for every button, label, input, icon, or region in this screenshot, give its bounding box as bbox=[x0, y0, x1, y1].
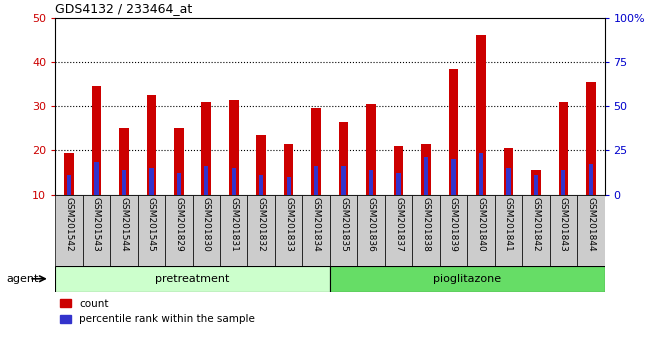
FancyBboxPatch shape bbox=[412, 195, 439, 266]
Text: GSM201829: GSM201829 bbox=[174, 197, 183, 252]
Bar bbox=[229, 99, 239, 195]
FancyBboxPatch shape bbox=[192, 195, 220, 266]
FancyBboxPatch shape bbox=[330, 195, 358, 266]
Legend: count, percentile rank within the sample: count, percentile rank within the sample bbox=[60, 299, 255, 324]
Bar bbox=[174, 128, 184, 195]
Text: GSM201833: GSM201833 bbox=[284, 197, 293, 252]
FancyBboxPatch shape bbox=[439, 195, 467, 266]
Bar bbox=[231, 168, 236, 195]
Bar bbox=[586, 82, 595, 195]
Bar bbox=[561, 170, 566, 195]
Text: GSM201842: GSM201842 bbox=[531, 197, 540, 251]
FancyBboxPatch shape bbox=[385, 195, 412, 266]
Text: GSM201837: GSM201837 bbox=[394, 197, 403, 252]
FancyBboxPatch shape bbox=[248, 195, 275, 266]
Bar bbox=[451, 159, 456, 195]
FancyBboxPatch shape bbox=[358, 195, 385, 266]
Text: GSM201830: GSM201830 bbox=[202, 197, 211, 252]
Bar bbox=[448, 69, 458, 195]
Bar bbox=[150, 168, 153, 195]
Bar bbox=[146, 95, 156, 195]
Bar bbox=[311, 108, 321, 195]
Bar bbox=[92, 86, 101, 195]
Bar bbox=[421, 144, 431, 195]
Bar bbox=[424, 157, 428, 195]
Bar bbox=[531, 170, 541, 195]
Text: GSM201543: GSM201543 bbox=[92, 197, 101, 252]
Text: GSM201544: GSM201544 bbox=[120, 197, 129, 251]
Bar bbox=[339, 122, 348, 195]
Text: pretreatment: pretreatment bbox=[155, 274, 229, 284]
Text: GSM201840: GSM201840 bbox=[476, 197, 486, 252]
Text: pioglitazone: pioglitazone bbox=[433, 274, 501, 284]
FancyBboxPatch shape bbox=[165, 195, 192, 266]
FancyBboxPatch shape bbox=[138, 195, 165, 266]
Bar bbox=[589, 164, 593, 195]
FancyBboxPatch shape bbox=[55, 195, 83, 266]
Bar bbox=[94, 161, 99, 195]
Text: GSM201838: GSM201838 bbox=[421, 197, 430, 252]
FancyBboxPatch shape bbox=[522, 195, 550, 266]
Bar bbox=[394, 146, 404, 195]
FancyBboxPatch shape bbox=[302, 195, 330, 266]
FancyBboxPatch shape bbox=[467, 195, 495, 266]
Bar bbox=[314, 166, 318, 195]
Bar bbox=[341, 166, 346, 195]
Bar bbox=[369, 170, 373, 195]
Bar bbox=[287, 177, 291, 195]
Text: GSM201545: GSM201545 bbox=[147, 197, 156, 252]
Bar bbox=[259, 175, 263, 195]
Text: GSM201844: GSM201844 bbox=[586, 197, 595, 251]
Bar bbox=[202, 102, 211, 195]
FancyBboxPatch shape bbox=[275, 195, 302, 266]
Bar bbox=[67, 175, 71, 195]
Text: GSM201843: GSM201843 bbox=[559, 197, 568, 252]
Bar bbox=[504, 148, 514, 195]
Bar bbox=[119, 128, 129, 195]
Bar bbox=[55, 266, 330, 292]
Text: GSM201832: GSM201832 bbox=[257, 197, 266, 252]
Text: GSM201834: GSM201834 bbox=[311, 197, 320, 252]
Bar bbox=[284, 144, 294, 195]
Bar bbox=[366, 104, 376, 195]
FancyBboxPatch shape bbox=[83, 195, 110, 266]
Bar bbox=[122, 170, 126, 195]
Bar bbox=[64, 153, 74, 195]
Text: GSM201831: GSM201831 bbox=[229, 197, 239, 252]
Bar bbox=[479, 153, 483, 195]
Text: GDS4132 / 233464_at: GDS4132 / 233464_at bbox=[55, 2, 192, 15]
Bar bbox=[256, 135, 266, 195]
Bar bbox=[506, 168, 510, 195]
FancyBboxPatch shape bbox=[577, 195, 605, 266]
Bar bbox=[476, 35, 486, 195]
FancyBboxPatch shape bbox=[550, 195, 577, 266]
FancyBboxPatch shape bbox=[220, 195, 248, 266]
Bar bbox=[177, 172, 181, 195]
Text: GSM201839: GSM201839 bbox=[449, 197, 458, 252]
Bar bbox=[330, 266, 604, 292]
Bar bbox=[204, 166, 209, 195]
Bar bbox=[396, 172, 400, 195]
Bar bbox=[558, 102, 568, 195]
Text: GSM201841: GSM201841 bbox=[504, 197, 513, 252]
FancyBboxPatch shape bbox=[111, 195, 138, 266]
FancyBboxPatch shape bbox=[495, 195, 522, 266]
Text: GSM201836: GSM201836 bbox=[367, 197, 376, 252]
Text: GSM201542: GSM201542 bbox=[64, 197, 73, 251]
Text: GSM201835: GSM201835 bbox=[339, 197, 348, 252]
Text: agent: agent bbox=[6, 274, 39, 284]
Bar bbox=[534, 175, 538, 195]
